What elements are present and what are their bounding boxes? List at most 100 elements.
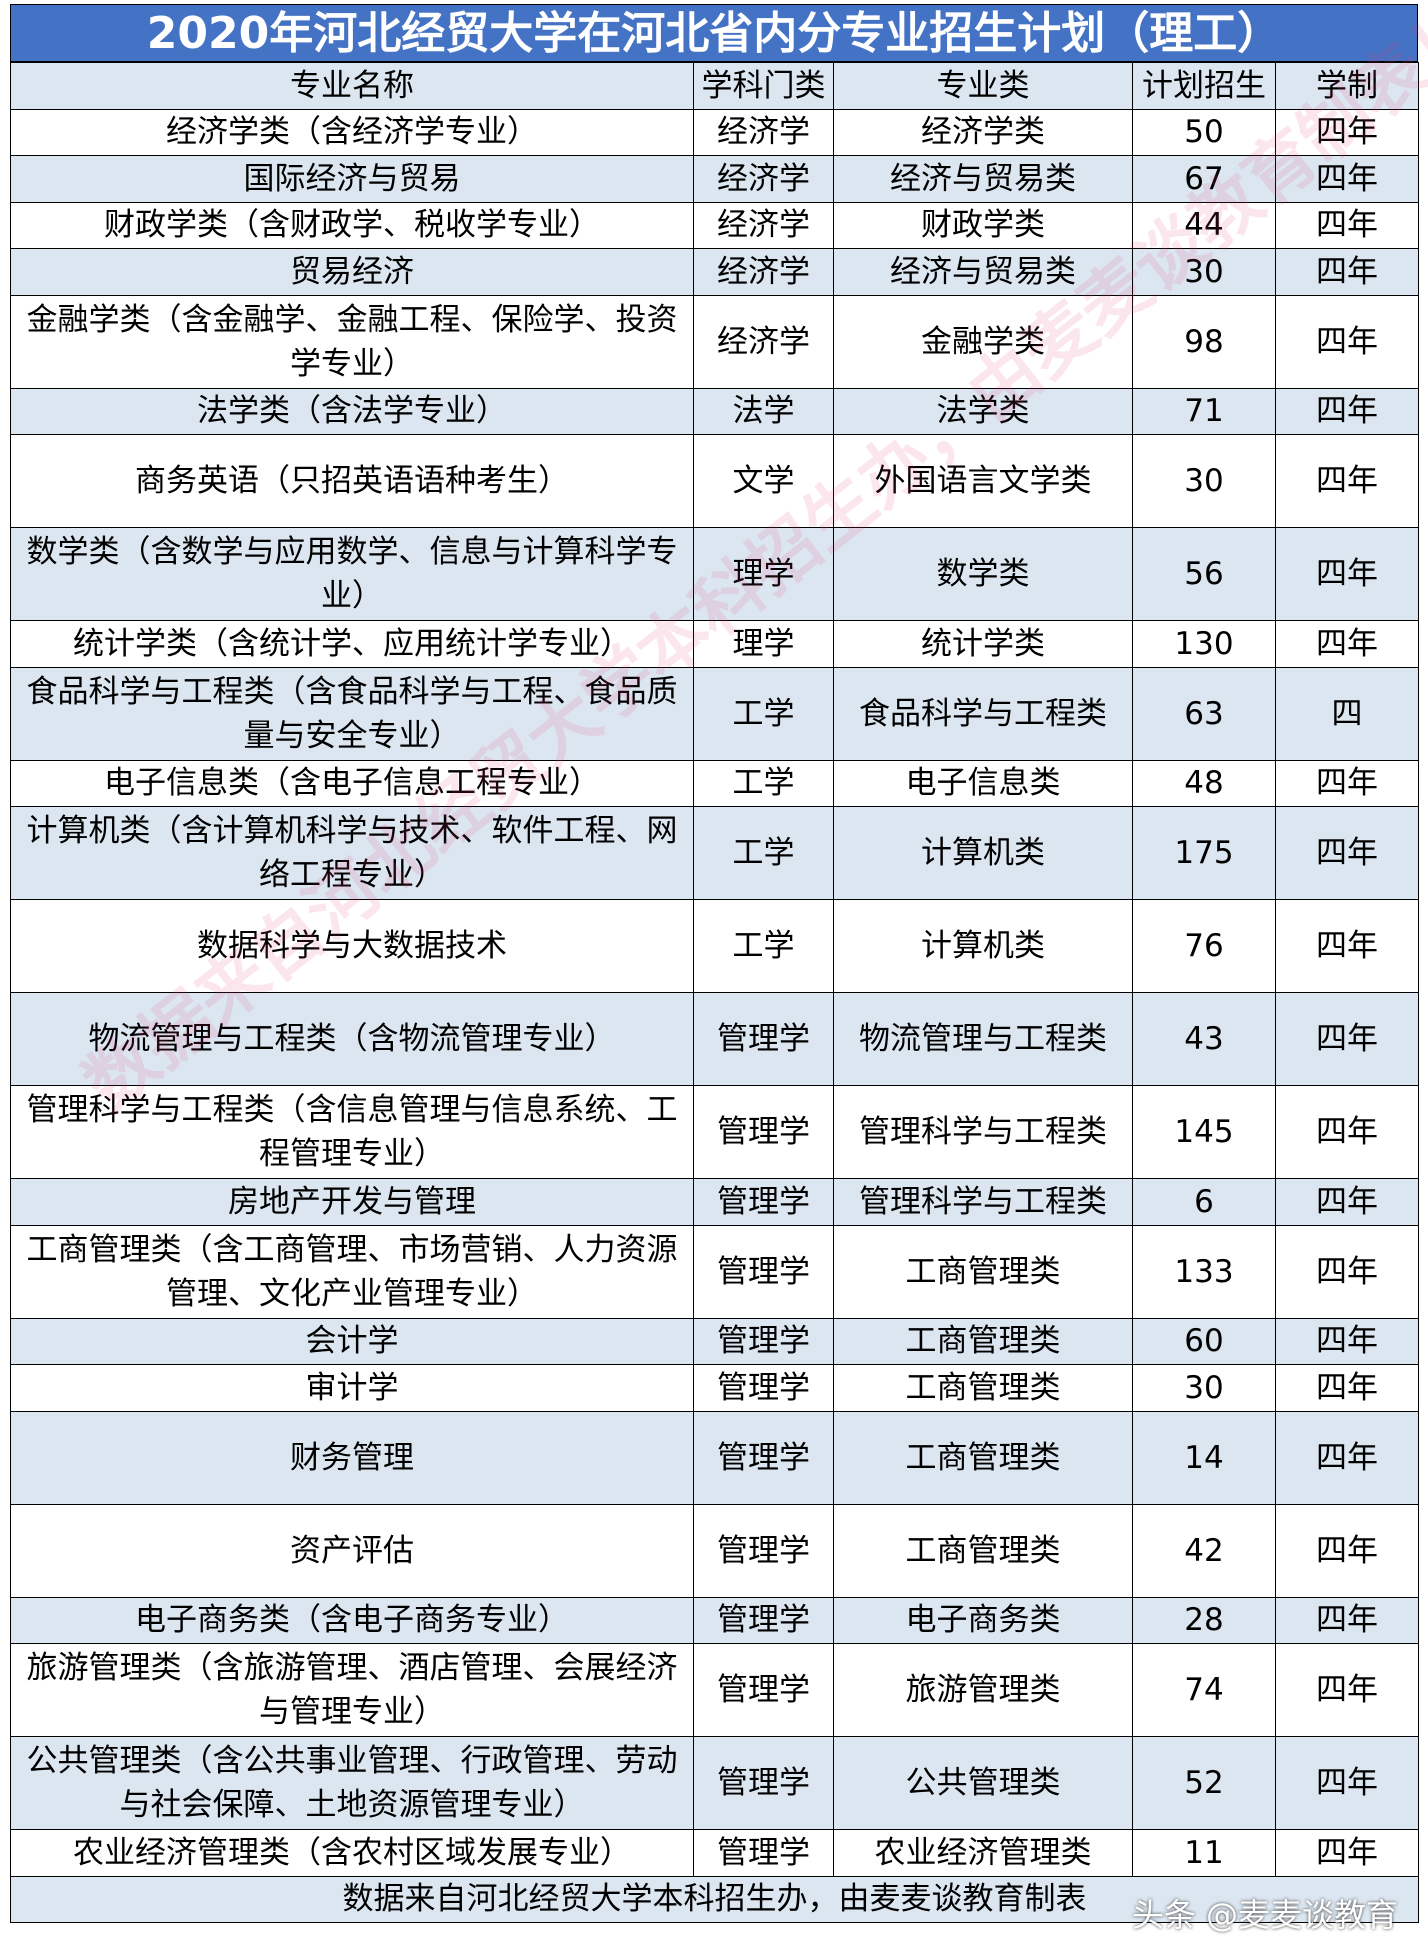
cell: 四年 — [1275, 1410, 1419, 1505]
row: 专业名称 学科门类 专业类 计划招生 学制 — [10, 62, 1419, 110]
row: 物流管理与工程类（含物流管理专业） 管理学 物流管理与工程类 43 四年 — [10, 992, 1419, 1086]
cell: 四年 — [1275, 1178, 1419, 1226]
cell: 经济学 — [693, 201, 834, 249]
row: 统计学类（含统计学、应用统计学专业） 理学 统计学类 130 四年 — [10, 620, 1419, 668]
cell: 管理科学与工程类 — [833, 1178, 1133, 1226]
row: 旅游管理类（含旅游管理、酒店管理、会展经济与管理专业） 管理学 旅游管理类 74 四年 — [10, 1643, 1419, 1737]
row: 数学类（含数学与应用数学、信息与计算科学专业） 理学 数学类 56 四年 — [10, 527, 1419, 621]
cell: 外国语言文学类 — [833, 434, 1133, 528]
cell: 175 — [1132, 806, 1276, 900]
cell: 四年 — [1275, 201, 1419, 249]
cell: 133 — [1132, 1224, 1276, 1319]
cell: 工商管理类 — [833, 1503, 1133, 1598]
cell: 工商管理类 — [833, 1317, 1133, 1365]
cell: 44 — [1132, 201, 1276, 249]
row: 电子信息类（含电子信息工程专业） 工学 电子信息类 48 四年 — [10, 759, 1419, 807]
row: 管理科学与工程类（含信息管理与信息系统、工程管理专业） 管理学 管理科学与工程类 14… — [10, 1085, 1419, 1179]
cell: 67 — [1132, 155, 1276, 203]
cell: 法学 — [693, 387, 834, 435]
cell: 管理学 — [693, 1596, 834, 1644]
row: 审计学 管理学 工商管理类 30 四年 — [10, 1364, 1419, 1412]
header-cell: 专业名称 — [10, 62, 694, 110]
cell: 工学 — [693, 666, 834, 761]
cell: 管理学 — [693, 1736, 834, 1830]
cell: 工学 — [693, 899, 834, 993]
cell: 50 — [1132, 108, 1276, 156]
cell: 计算机类（含计算机科学与技术、软件工程、网络工程专业） — [10, 806, 694, 900]
cell: 管理学 — [693, 1643, 834, 1737]
row: 会计学 管理学 工商管理类 60 四年 — [10, 1317, 1419, 1365]
cell: 农业经济管理类（含农村区域发展专业） — [10, 1829, 694, 1877]
cell: 物流管理与工程类（含物流管理专业） — [10, 992, 694, 1086]
cell: 6 — [1132, 1178, 1276, 1226]
cell: 房地产开发与管理 — [10, 1178, 694, 1226]
cell: 56 — [1132, 527, 1276, 621]
cell: 审计学 — [10, 1364, 694, 1412]
cell: 文学 — [693, 434, 834, 528]
cell: 财政学类（含财政学、税收学专业） — [10, 201, 694, 249]
cell: 管理学 — [693, 1829, 834, 1877]
cell: 四年 — [1275, 1643, 1419, 1737]
cell: 四年 — [1275, 1364, 1419, 1412]
cell: 四年 — [1275, 759, 1419, 807]
row: 资产评估 管理学 工商管理类 42 四年 — [10, 1503, 1419, 1598]
row: 公共管理类（含公共事业管理、行政管理、劳动与社会保障、土地资源管理专业） 管理学公… — [10, 1736, 1419, 1830]
badge: 头条 @麦麦谈教育 — [1131, 1896, 1398, 1934]
row: 工商管理类（含工商管理、市场营销、人力资源管理、文化产业管理专业） 管理学 工商管理… — [10, 1224, 1419, 1319]
row: 法学类（含法学专业） 法学 法学类 71 四年 — [10, 387, 1419, 435]
cell: 四年 — [1275, 155, 1419, 203]
cell: 60 — [1132, 1317, 1276, 1365]
cell: 28 — [1132, 1596, 1276, 1644]
cell: 管理科学与工程类（含信息管理与信息系统、工程管理专业） — [10, 1085, 694, 1179]
cell: 电子商务类（含电子商务专业） — [10, 1596, 694, 1644]
cell: 法学类 — [833, 387, 1133, 435]
row: 金融学类（含金融学、金融工程、保险学、投资学专业） 经济学 金融学类 98 四年 — [10, 294, 1419, 389]
cell: 42 — [1132, 1503, 1276, 1598]
row: 农业经济管理类（含农村区域发展专业） 管理学 农业经济管理类 11 四年 — [10, 1829, 1419, 1877]
cell: 76 — [1132, 899, 1276, 993]
cell: 四年 — [1275, 294, 1419, 389]
cell: 旅游管理类（含旅游管理、酒店管理、会展经济与管理专业） — [10, 1643, 694, 1737]
row: 国际经济与贸易 经济学 经济与贸易类 67 四年 — [10, 155, 1419, 203]
row: 贸易经济 经济学 经济与贸易类 30 四年 — [10, 248, 1419, 296]
header-cell: 学科门类 — [693, 62, 834, 110]
cell: 52 — [1132, 1736, 1276, 1830]
header-cell: 专业类 — [833, 62, 1133, 110]
cell: 四年 — [1275, 108, 1419, 156]
cell: 四年 — [1275, 806, 1419, 900]
cell: 四年 — [1275, 1596, 1419, 1644]
cell: 48 — [1132, 759, 1276, 807]
cell: 63 — [1132, 666, 1276, 761]
cell: 71 — [1132, 387, 1276, 435]
cell: 统计学类 — [833, 620, 1133, 668]
cell: 四年 — [1275, 992, 1419, 1086]
cell: 会计学 — [10, 1317, 694, 1365]
cell: 经济学 — [693, 248, 834, 296]
cell: 43 — [1132, 992, 1276, 1086]
cell: 旅游管理类 — [833, 1643, 1133, 1737]
cell: 工商管理类（含工商管理、市场营销、人力资源管理、文化产业管理专业） — [10, 1224, 694, 1319]
table: 专业名称 学科门类 专业类 计划招生 学制 经济学类（含经济学专业） 经济学 经济学类 50 四年… — [10, 62, 1419, 1923]
cell: 经济学 — [693, 155, 834, 203]
cell: 四年 — [1275, 620, 1419, 668]
cell: 经济学 — [693, 108, 834, 156]
cell: 财政学类 — [833, 201, 1133, 249]
cell: 资产评估 — [10, 1503, 694, 1598]
cell: 物流管理与工程类 — [833, 992, 1133, 1086]
cell: 国际经济与贸易 — [10, 155, 694, 203]
cell: 四年 — [1275, 1317, 1419, 1365]
title: 2020年河北经贸大学在河北省内分专业招生计划（理工） — [10, 4, 1418, 62]
cell: 工学 — [693, 759, 834, 807]
row: 房地产开发与管理 管理学 管理科学与工程类 6 四年 — [10, 1178, 1419, 1226]
cell: 经济与贸易类 — [833, 155, 1133, 203]
cell: 工商管理类 — [833, 1410, 1133, 1505]
cell: 理学 — [693, 620, 834, 668]
cell: 理学 — [693, 527, 834, 621]
cell: 四年 — [1275, 248, 1419, 296]
cell: 管理学 — [693, 1178, 834, 1226]
cell: 经济学类 — [833, 108, 1133, 156]
cell: 食品科学与工程类 — [833, 666, 1133, 761]
cell: 四 — [1275, 666, 1419, 761]
cell: 金融学类（含金融学、金融工程、保险学、投资学专业） — [10, 294, 694, 389]
cell: 130 — [1132, 620, 1276, 668]
